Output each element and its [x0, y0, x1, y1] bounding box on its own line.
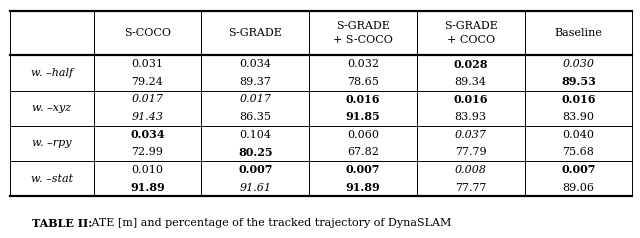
Text: TABLE II:: TABLE II:	[32, 218, 92, 229]
Text: 0.104: 0.104	[239, 130, 271, 140]
Text: S-GRADE: S-GRADE	[336, 21, 390, 31]
Text: 78.65: 78.65	[347, 77, 379, 87]
Text: 0.010: 0.010	[132, 165, 164, 175]
Text: 89.34: 89.34	[455, 77, 487, 87]
Text: 77.79: 77.79	[455, 147, 486, 157]
Text: 91.89: 91.89	[346, 182, 380, 193]
Text: + COCO: + COCO	[447, 35, 495, 45]
Text: 80.25: 80.25	[238, 147, 273, 158]
Text: 72.99: 72.99	[132, 147, 163, 157]
Text: 0.030: 0.030	[563, 59, 595, 69]
Text: 89.37: 89.37	[239, 77, 271, 87]
Text: 75.68: 75.68	[563, 147, 595, 157]
Text: S-GRADE: S-GRADE	[228, 28, 282, 38]
Text: 91.61: 91.61	[239, 183, 271, 193]
Text: 0.040: 0.040	[563, 130, 595, 140]
Text: 91.43: 91.43	[132, 112, 164, 122]
Text: w. –stat: w. –stat	[31, 174, 73, 184]
Text: 0.037: 0.037	[455, 130, 487, 140]
Text: 0.007: 0.007	[561, 164, 596, 175]
Text: 0.007: 0.007	[238, 164, 273, 175]
Text: 79.24: 79.24	[132, 77, 163, 87]
Text: w. –xyz: w. –xyz	[32, 103, 71, 113]
Text: S-COCO: S-COCO	[124, 28, 171, 38]
Text: w. –half: w. –half	[31, 68, 73, 78]
Text: 0.034: 0.034	[239, 59, 271, 69]
Text: 83.93: 83.93	[455, 112, 487, 122]
Text: 0.016: 0.016	[346, 94, 380, 105]
Text: 0.060: 0.060	[347, 130, 379, 140]
Text: 0.007: 0.007	[346, 164, 380, 175]
Text: 91.89: 91.89	[130, 182, 165, 193]
Text: 77.77: 77.77	[455, 183, 486, 193]
Text: 91.85: 91.85	[346, 111, 380, 123]
Text: 0.028: 0.028	[454, 59, 488, 69]
Text: 0.016: 0.016	[454, 94, 488, 105]
Text: 67.82: 67.82	[347, 147, 379, 157]
Text: 86.35: 86.35	[239, 112, 271, 122]
Text: 83.90: 83.90	[563, 112, 595, 122]
Text: ATE [m] and percentage of the tracked trajectory of DynaSLAM: ATE [m] and percentage of the tracked tr…	[88, 218, 452, 228]
Text: + S-COCO: + S-COCO	[333, 35, 393, 45]
Text: 0.031: 0.031	[132, 59, 164, 69]
Text: w. –rpy: w. –rpy	[32, 139, 72, 149]
Text: 0.017: 0.017	[132, 94, 164, 104]
Text: 0.017: 0.017	[239, 94, 271, 104]
Text: 89.06: 89.06	[563, 183, 595, 193]
Text: 0.016: 0.016	[561, 94, 596, 105]
Text: 0.008: 0.008	[455, 165, 487, 175]
Text: 0.034: 0.034	[130, 129, 165, 140]
Text: 89.53: 89.53	[561, 76, 596, 87]
Text: S-GRADE: S-GRADE	[444, 21, 498, 31]
Text: Baseline: Baseline	[554, 28, 602, 38]
Text: 0.032: 0.032	[347, 59, 379, 69]
